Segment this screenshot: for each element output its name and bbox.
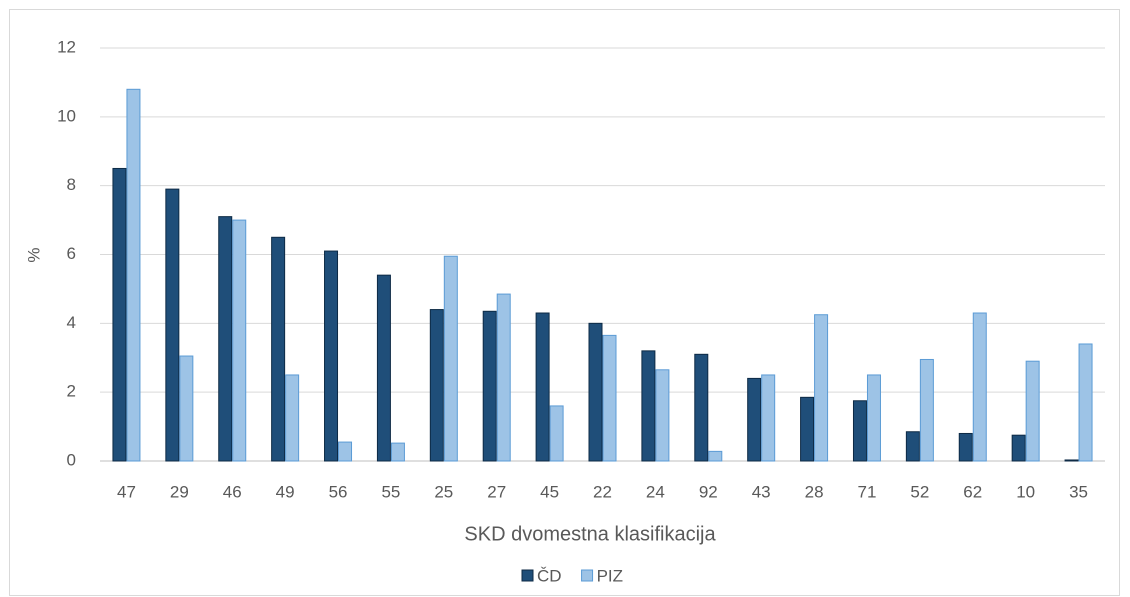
bar	[958, 432, 973, 462]
x-tick-label: 43	[752, 482, 771, 501]
x-tick-label: 56	[329, 482, 348, 501]
bar	[1078, 343, 1093, 462]
bar	[852, 400, 867, 462]
x-axis-label: SKD dvomestna klasifikacija	[464, 523, 716, 545]
bar	[218, 216, 233, 462]
y-tick-label: 4	[67, 313, 76, 332]
x-tick-label: 22	[593, 482, 612, 501]
x-tick-label: 92	[699, 482, 718, 501]
bar	[905, 431, 920, 462]
bar	[919, 358, 934, 462]
bar	[866, 374, 881, 462]
bar	[535, 312, 550, 462]
bar	[285, 374, 300, 462]
bar	[747, 377, 762, 462]
bar	[549, 405, 564, 462]
x-tick-label: 24	[646, 482, 665, 501]
bar	[126, 88, 141, 462]
bar	[602, 334, 617, 462]
bar	[376, 274, 391, 462]
bar	[112, 167, 127, 462]
bar	[588, 322, 603, 462]
legend-label: PIZ	[597, 566, 623, 585]
y-tick-label: 10	[57, 106, 76, 125]
x-tick-label: 10	[1016, 482, 1035, 501]
bar	[1025, 360, 1040, 462]
bar	[655, 369, 670, 462]
bar	[324, 250, 339, 462]
bar	[694, 353, 709, 462]
bar	[761, 374, 776, 462]
x-tick-label: 35	[1069, 482, 1088, 501]
bar	[972, 312, 987, 462]
x-tick-label: 62	[963, 482, 982, 501]
x-tick-label: 27	[487, 482, 506, 501]
x-tick-label: 29	[170, 482, 189, 501]
bar	[708, 450, 723, 462]
x-tick-label: 52	[910, 482, 929, 501]
x-tick-label: 55	[381, 482, 400, 501]
x-tick-label: 49	[276, 482, 295, 501]
bar	[338, 441, 353, 462]
x-tick-label: 46	[223, 482, 242, 501]
y-tick-label: 2	[67, 382, 76, 401]
bar	[641, 350, 656, 462]
bar	[443, 255, 458, 462]
x-tick-label: 45	[540, 482, 559, 501]
bar	[800, 396, 815, 462]
bar	[271, 236, 286, 462]
y-axis-label: %	[24, 247, 43, 262]
legend-swatch	[581, 569, 594, 582]
x-tick-label: 71	[858, 482, 877, 501]
y-tick-label: 12	[57, 37, 76, 56]
x-tick-label: 28	[805, 482, 824, 501]
bar	[496, 293, 511, 462]
bar	[390, 442, 405, 462]
y-tick-label: 0	[67, 450, 76, 469]
bar	[429, 309, 444, 462]
x-tick-label: 47	[117, 482, 136, 501]
x-tick-label: 25	[434, 482, 453, 501]
bar	[232, 219, 247, 462]
legend-label: ČD	[537, 566, 562, 585]
bar	[1011, 434, 1026, 462]
bar	[179, 355, 194, 462]
legend-swatch	[521, 569, 534, 582]
chart-frame	[9, 9, 1120, 596]
y-tick-label: 8	[67, 175, 76, 194]
y-tick-label: 6	[67, 244, 76, 263]
bar	[482, 310, 497, 462]
bar	[814, 314, 829, 462]
bar	[1064, 459, 1079, 462]
bar	[165, 188, 180, 462]
